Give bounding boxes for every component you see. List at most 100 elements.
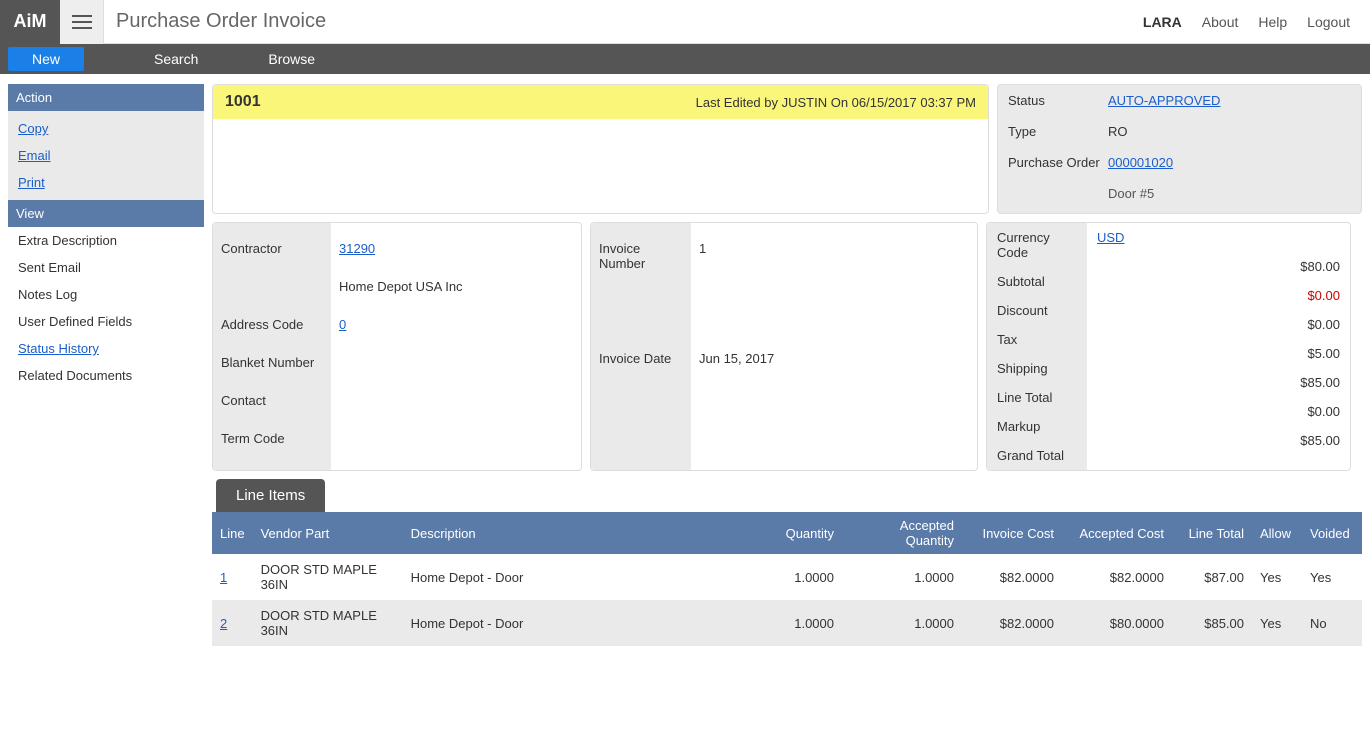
cell-acccost: $82.0000 [1062, 554, 1172, 600]
col-accepted-quantity: Accepted Quantity [842, 512, 962, 554]
search-button[interactable]: Search [154, 51, 198, 67]
shipping-value: $5.00 [1087, 339, 1350, 368]
menubar: New Search Browse [0, 44, 1370, 74]
type-value: RO [1108, 124, 1351, 139]
cell-accqty: 1.0000 [842, 554, 962, 600]
grandtotal-label: Grand Total [987, 441, 1087, 470]
linetotal-value: $85.00 [1087, 368, 1350, 397]
invoice-date-label: Invoice Date [599, 341, 683, 451]
cell-linetotal: $87.00 [1172, 554, 1252, 600]
cell-vendor: DOOR STD MAPLE 36IN [253, 554, 403, 600]
cell-invcost: $82.0000 [962, 600, 1062, 646]
cell-voided: No [1302, 600, 1362, 646]
action-header: Action [8, 84, 204, 111]
contact-label: Contact [221, 383, 323, 421]
sidebar: Action Copy Email Print View Extra Descr… [8, 84, 204, 389]
discount-value: $0.00 [1087, 281, 1350, 310]
status-card: Status AUTO-APPROVED Type RO Purchase Or… [997, 84, 1362, 214]
col-line: Line [212, 512, 253, 554]
topbar: AiM Purchase Order Invoice LARA About He… [0, 0, 1370, 44]
currency-value[interactable]: USD [1097, 230, 1124, 245]
invoice-number-value: 1 [699, 231, 969, 341]
cell-allow: Yes [1252, 600, 1302, 646]
col-quantity: Quantity [762, 512, 842, 554]
col-description: Description [403, 512, 762, 554]
cell-desc: Home Depot - Door [403, 600, 762, 646]
cell-qty: 1.0000 [762, 554, 842, 600]
new-button[interactable]: New [8, 47, 84, 71]
invoice-number-label: Invoice Number [599, 231, 683, 341]
col-line-total: Line Total [1172, 512, 1252, 554]
main-content: 1001 Last Edited by JUSTIN On 06/15/2017… [212, 84, 1362, 646]
cell-allow: Yes [1252, 554, 1302, 600]
col-accepted-cost: Accepted Cost [1062, 512, 1172, 554]
line-items-table: Line Vendor Part Description Quantity Ac… [212, 512, 1362, 646]
totals-panel: Currency Code Subtotal Discount Tax Ship… [986, 222, 1351, 471]
status-value[interactable]: AUTO-APPROVED [1108, 93, 1220, 108]
cell-acccost: $80.0000 [1062, 600, 1172, 646]
contractor-name: Home Depot USA Inc [339, 269, 573, 307]
sidebar-status-history[interactable]: Status History [8, 335, 204, 362]
cell-vendor: DOOR STD MAPLE 36IN [253, 600, 403, 646]
tax-label: Tax [987, 325, 1087, 354]
browse-button[interactable]: Browse [268, 51, 315, 67]
record-banner-card: 1001 Last Edited by JUSTIN On 06/15/2017… [212, 84, 989, 214]
view-header: View [8, 200, 204, 227]
current-user: LARA [1143, 14, 1182, 30]
cell-voided: Yes [1302, 554, 1362, 600]
sidebar-print[interactable]: Print [8, 169, 204, 196]
sidebar-user-defined-fields[interactable]: User Defined Fields [8, 308, 204, 335]
shipping-label: Shipping [987, 354, 1087, 383]
cell-accqty: 1.0000 [842, 600, 962, 646]
sidebar-copy[interactable]: Copy [8, 115, 204, 142]
menu-icon[interactable] [60, 0, 104, 44]
table-row: 2DOOR STD MAPLE 36INHome Depot - Door1.0… [212, 600, 1362, 646]
table-row: 1DOOR STD MAPLE 36INHome Depot - Door1.0… [212, 554, 1362, 600]
po-label: Purchase Order [1008, 155, 1108, 170]
tax-value: $0.00 [1087, 310, 1350, 339]
last-edited: Last Edited by JUSTIN On 06/15/2017 03:3… [696, 95, 976, 110]
currency-label: Currency Code [987, 223, 1087, 267]
linetotal-label: Line Total [987, 383, 1087, 412]
contractor-link[interactable]: 31290 [339, 241, 375, 256]
type-label: Type [1008, 124, 1108, 139]
cell-linetotal: $85.00 [1172, 600, 1252, 646]
subtotal-value: $80.00 [1087, 252, 1350, 281]
record-number: 1001 [225, 93, 261, 111]
page-title: Purchase Order Invoice [116, 10, 326, 33]
sidebar-sent-email[interactable]: Sent Email [8, 254, 204, 281]
status-label: Status [1008, 93, 1108, 108]
invoice-date-value: Jun 15, 2017 [699, 341, 969, 451]
cell-desc: Home Depot - Door [403, 554, 762, 600]
cell-qty: 1.0000 [762, 600, 842, 646]
subtotal-label: Subtotal [987, 267, 1087, 296]
col-allow: Allow [1252, 512, 1302, 554]
help-link[interactable]: Help [1258, 14, 1287, 30]
address-code-link[interactable]: 0 [339, 317, 346, 332]
po-value[interactable]: 000001020 [1108, 155, 1173, 170]
col-vendor-part: Vendor Part [253, 512, 403, 554]
about-link[interactable]: About [1202, 14, 1239, 30]
col-invoice-cost: Invoice Cost [962, 512, 1062, 554]
contractor-label: Contractor [221, 231, 323, 269]
logout-link[interactable]: Logout [1307, 14, 1350, 30]
sidebar-notes-log[interactable]: Notes Log [8, 281, 204, 308]
sidebar-email[interactable]: Email [8, 142, 204, 169]
line-link[interactable]: 1 [220, 570, 227, 585]
col-voided: Voided [1302, 512, 1362, 554]
invoice-panel: Invoice Number Invoice Date 1 Jun 15, 20… [590, 222, 978, 471]
po-description: Door #5 [1108, 186, 1351, 201]
sidebar-related-documents[interactable]: Related Documents [8, 362, 204, 389]
cell-invcost: $82.0000 [962, 554, 1062, 600]
term-code-label: Term Code [221, 421, 323, 459]
contractor-panel: Contractor Address Code Blanket Number C… [212, 222, 582, 471]
blanket-label: Blanket Number [221, 345, 323, 383]
discount-label: Discount [987, 296, 1087, 325]
app-logo[interactable]: AiM [0, 0, 60, 44]
line-link[interactable]: 2 [220, 616, 227, 631]
markup-value: $0.00 [1087, 397, 1350, 426]
sidebar-extra-description[interactable]: Extra Description [8, 227, 204, 254]
address-code-label: Address Code [221, 307, 323, 345]
markup-label: Markup [987, 412, 1087, 441]
line-items-tab[interactable]: Line Items [216, 479, 325, 512]
